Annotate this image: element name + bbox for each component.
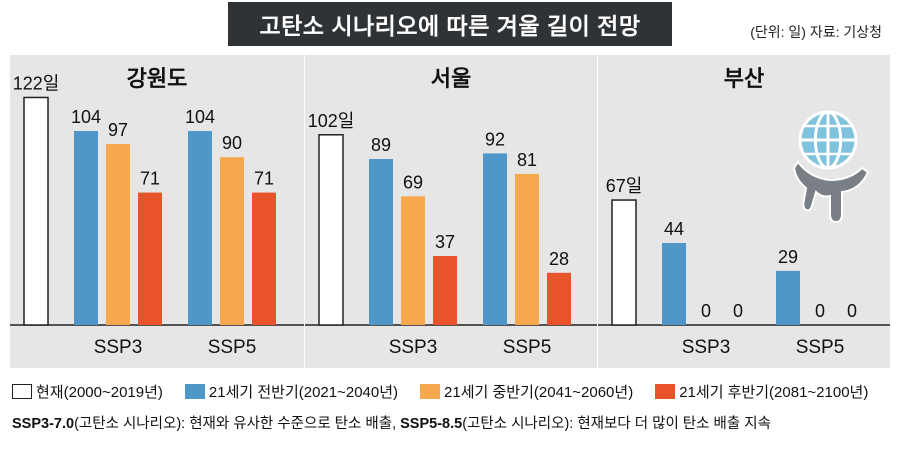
bar-current-seoul	[318, 134, 344, 326]
value-gangwon-ssp3-p1: 104	[71, 107, 101, 127]
note-ssp5-code: SSP5-8.5	[400, 416, 463, 432]
value-busan-ssp3-p1: 44	[664, 219, 684, 239]
value-busan-ssp3-p2: 0	[701, 301, 711, 321]
value-gangwon-ssp3-p3: 71	[140, 169, 160, 189]
value-seoul-ssp3-p3: 37	[435, 232, 455, 252]
legend-label-early: 21세기 전반기(2021~2040년)	[208, 383, 399, 401]
bar-seoul-ssp5-p1	[483, 153, 507, 325]
scenario-label-busan-ssp5: SSP5	[796, 337, 845, 358]
value-seoul-ssp5-p1: 92	[485, 129, 505, 149]
legend: 현재(2000~2019년) 21세기 전반기(2021~2040년) 21세기…	[12, 380, 892, 402]
value-gangwon-ssp5-p2: 90	[222, 133, 242, 153]
bar-seoul-ssp3-p2	[401, 196, 425, 325]
scenario-label-gangwon-ssp5: SSP5	[208, 337, 257, 358]
label-current-gangwon: 122일	[13, 73, 60, 93]
scenario-label-busan-ssp3: SSP3	[682, 337, 731, 358]
scenario-label-gangwon-ssp3: SSP3	[94, 337, 143, 358]
value-gangwon-ssp5-p3: 71	[254, 169, 274, 189]
value-seoul-ssp5-p2: 81	[517, 150, 537, 170]
winter-length-chart: 강원도 122일 104 97 71 SSP3 104 90 71 SSP5 서울 102일 89 69 3…	[10, 55, 890, 368]
bar-busan-ssp5-p1	[776, 270, 800, 325]
legend-label-late: 21세기 후반기(2081~2100년)	[679, 383, 869, 401]
value-gangwon-ssp3-p2: 97	[108, 120, 128, 140]
legend-swatch-late	[655, 383, 676, 399]
value-busan-ssp5-p3: 0	[847, 301, 857, 321]
bar-seoul-ssp3-p3	[433, 255, 457, 325]
value-busan-ssp5-p1: 29	[778, 247, 798, 267]
legend-item-current: 현재(2000~2019년)	[12, 381, 163, 402]
note-ssp3-code: SSP3-7.0	[12, 416, 75, 432]
unit-source-label: (단위: 일) 자료: 기상청	[750, 24, 882, 40]
bar-gangwon-ssp5-p3	[252, 192, 276, 325]
scenario-label-seoul-ssp3: SSP3	[389, 337, 438, 358]
bar-gangwon-ssp5-p2	[220, 157, 244, 325]
value-busan-ssp5-p2: 0	[815, 301, 825, 321]
legend-item-late: 21세기 후반기(2081~2100년)	[655, 381, 868, 402]
bar-gangwon-ssp3-p1	[74, 131, 98, 325]
value-seoul-ssp3-p1: 89	[371, 135, 391, 155]
value-busan-ssp3-p3: 0	[733, 301, 743, 321]
legend-swatch-current	[12, 383, 32, 399]
panel-busan	[598, 55, 890, 368]
legend-label-mid: 21세기 중반기(2041~2060년)	[444, 383, 634, 401]
bar-gangwon-ssp5-p1	[188, 131, 212, 325]
legend-swatch-mid	[420, 383, 441, 399]
legend-item-mid: 21세기 중반기(2041~2060년)	[420, 381, 633, 402]
note-ssp3-text: (고탄소 시나리오): 현재와 유사한 수준으로 탄소 배출,	[74, 416, 401, 432]
bar-gangwon-ssp3-p2	[106, 144, 130, 325]
label-current-busan: 67일	[606, 176, 643, 196]
value-seoul-ssp3-p2: 69	[403, 172, 423, 192]
bar-busan-ssp3-p1	[662, 242, 686, 325]
value-gangwon-ssp5-p1: 104	[185, 107, 215, 127]
label-current-seoul: 102일	[308, 111, 355, 131]
scenario-note: SSP3-7.0(고탄소 시나리오): 현재와 유사한 수준으로 탄소 배출, …	[12, 412, 771, 433]
bar-seoul-ssp5-p2	[515, 173, 539, 325]
bar-current-gangwon	[23, 96, 49, 326]
note-ssp5-text: (고탄소 시나리오): 현재보다 더 많이 탄소 배출 지속	[462, 416, 771, 432]
bar-gangwon-ssp3-p3	[138, 192, 162, 325]
legend-item-early: 21세기 전반기(2021~2040년)	[184, 381, 399, 402]
scenario-label-seoul-ssp5: SSP5	[503, 337, 552, 358]
chart-title: 고탄소 시나리오에 따른 겨울 길이 전망	[228, 2, 672, 46]
region-title-seoul: 서울	[431, 66, 471, 91]
bar-seoul-ssp5-p3	[547, 272, 571, 325]
bar-current-busan	[611, 199, 637, 326]
bar-seoul-ssp3-p1	[369, 159, 393, 325]
region-title-gangwon: 강원도	[127, 66, 188, 91]
legend-swatch-early	[184, 383, 205, 399]
region-title-busan: 부산	[724, 66, 764, 91]
legend-label-current: 현재(2000~2019년)	[36, 383, 163, 401]
value-seoul-ssp5-p3: 28	[549, 249, 569, 269]
globe-melting-hand-icon	[792, 110, 870, 224]
